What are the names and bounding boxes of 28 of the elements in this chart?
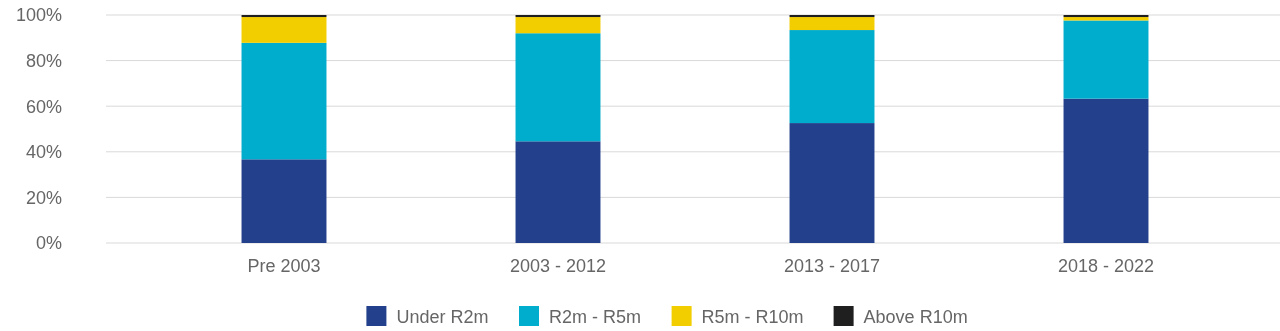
bar: [515, 141, 601, 243]
bar: [515, 15, 601, 18]
y-tick-label: 80%: [25, 50, 62, 71]
bar: [789, 17, 875, 31]
x-tick-label: Pre 2003: [247, 256, 321, 276]
x-tick-label: 2018 - 2022: [1057, 256, 1155, 276]
bar: [789, 30, 875, 124]
bar: [1063, 20, 1149, 99]
bar: [241, 15, 327, 18]
bar: [515, 17, 601, 34]
y-tick-label: 40%: [25, 142, 62, 163]
x-tick-label: 2003 - 2012: [509, 256, 607, 276]
y-tick-label: 100%: [15, 5, 62, 26]
bar: [789, 15, 875, 18]
bar: [789, 123, 875, 243]
legend-label: R5m - R10m: [701, 307, 804, 327]
bar: [515, 33, 601, 142]
legend-label: Under R2m: [396, 307, 489, 327]
y-tick-label: 60%: [25, 96, 62, 117]
y-tick-label: 0%: [35, 233, 62, 254]
x-tick-label: 2013 - 2017: [783, 256, 881, 276]
legend-label: Above R10m: [863, 307, 968, 327]
bar: [241, 42, 327, 160]
y-tick-label: 20%: [25, 187, 62, 208]
bar: [1063, 98, 1149, 243]
legend-label: R2m - R5m: [549, 307, 642, 327]
bar: [241, 159, 327, 243]
bar: [241, 17, 327, 43]
